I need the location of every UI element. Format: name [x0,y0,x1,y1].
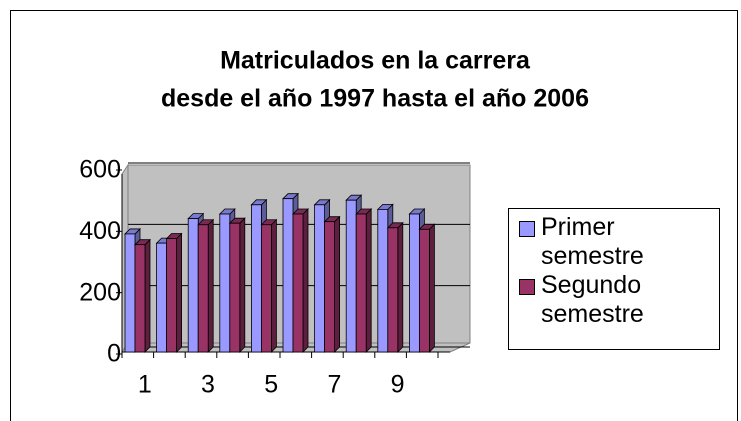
legend-item: Primer semestre [515,213,713,271]
legend-label: Segundo semestre [541,271,644,328]
bar-face [229,222,241,353]
bar [323,215,341,353]
legend-swatch [519,221,535,237]
bar-face [408,213,420,353]
bar-face [345,199,357,353]
bar-face [334,215,341,353]
bar-face [176,232,183,353]
bar-face [197,224,209,353]
y-tick-label: 200 [79,278,121,306]
y-tick-label: 400 [79,217,121,245]
bar [418,223,436,353]
bar-face [387,227,399,353]
x-tick-label: 9 [391,371,405,399]
chart-frame [10,10,738,421]
bar [228,217,246,353]
y-tick-label: 0 [107,340,121,368]
bar-face [314,204,326,353]
bar-face [260,224,272,353]
bar-face [250,204,262,353]
bar [292,208,309,353]
bar-face [355,213,367,353]
bar-face [219,213,231,353]
bar-face [144,238,151,353]
chart-title: Matriculados en la carrera [220,47,531,75]
legend-item: Segundo semestre [515,271,713,329]
chart-title: desde el año 1997 hasta el año 2006 [161,85,589,113]
x-tick-label: 5 [264,371,278,399]
bar [197,218,215,353]
bar-face [124,233,136,353]
bar [260,218,278,353]
bar-face [324,221,336,353]
bar-face [302,208,309,353]
bar-face [166,238,178,353]
bar-face [397,221,404,353]
legend-label: Primer semestre [541,213,644,270]
bar-face [270,218,277,353]
legend: Primer semestre Segundo semestre [508,208,720,350]
bar [134,238,151,353]
bar-face [134,244,146,353]
bar [165,232,183,353]
bar [355,208,373,353]
bar-face [282,198,294,353]
bar-face [239,217,246,353]
y-tick-label: 600 [79,156,121,184]
bar-face [377,208,389,353]
bar-face [418,228,430,353]
bar-face [428,223,435,353]
bar-face [365,208,372,353]
x-tick-label: 3 [201,371,215,399]
bar-face [207,218,214,353]
x-tick-label: 7 [327,371,341,399]
legend-swatch [519,279,535,295]
x-tick-label: 1 [138,371,152,399]
bar-face [156,242,168,353]
bar-face [187,218,199,353]
bar-face [292,213,304,353]
bar [386,221,404,353]
